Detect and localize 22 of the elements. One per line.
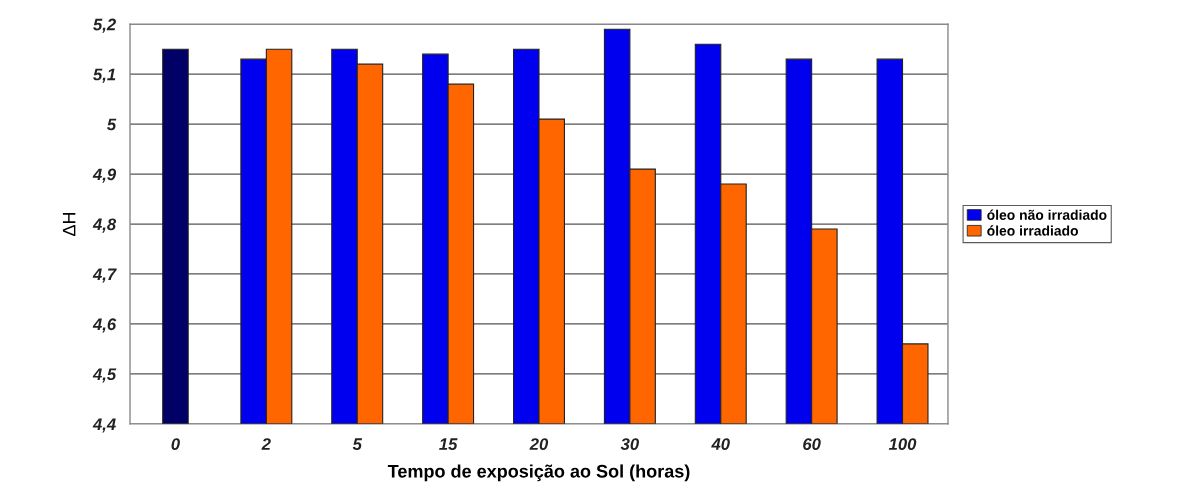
x-tick-label: 15	[439, 438, 458, 450]
y-tick-label: 5	[107, 118, 117, 131]
x-tick-label: 60	[803, 438, 821, 450]
y-tick-label: 5,1	[93, 68, 116, 83]
y-tick-label: 4,9	[92, 168, 117, 183]
legend-label: óleo não irradiado	[987, 209, 1107, 220]
x-tick-label: 100	[888, 438, 917, 450]
x-tick-label: 40	[711, 438, 730, 450]
y-tick-label: 4,7	[92, 268, 117, 283]
legend-label: óleo irradiado	[987, 225, 1078, 236]
y-tick-label: 4,4	[92, 418, 116, 433]
y-tick-label: 5,2	[93, 18, 116, 33]
x-axis-title: Tempo de exposição ao Sol (horas)	[387, 464, 690, 482]
x-tick-label: 5	[352, 438, 363, 450]
x-tick-label: 0	[171, 438, 180, 450]
x-tick-label: 20	[529, 438, 549, 450]
y-axis-title: ΔH	[62, 212, 76, 237]
y-tick-label: 4,8	[92, 218, 117, 233]
x-tick-label: 30	[620, 438, 639, 450]
x-tick-label: 2	[261, 438, 271, 450]
y-tick-label: 4,5	[92, 368, 117, 383]
y-tick-label: 4,6	[92, 318, 117, 333]
